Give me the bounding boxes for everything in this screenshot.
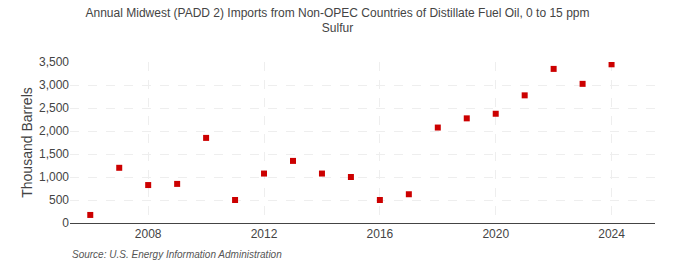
svg-text:2012: 2012 — [251, 227, 278, 241]
svg-text:1,500: 1,500 — [39, 147, 69, 161]
svg-text:Annual Midwest (PADD 2) Import: Annual Midwest (PADD 2) Imports from Non… — [86, 6, 590, 36]
svg-text:3,500: 3,500 — [39, 55, 69, 69]
svg-text:Thousand Barrels: Thousand Barrels — [19, 87, 35, 198]
svg-text:Source: U.S. Energy Informatio: Source: U.S. Energy Information Administ… — [72, 249, 282, 260]
svg-text:2,000: 2,000 — [39, 124, 69, 138]
svg-text:2024: 2024 — [598, 227, 625, 241]
svg-text:2016: 2016 — [367, 227, 394, 241]
svg-text:500: 500 — [49, 193, 69, 207]
svg-text:2020: 2020 — [482, 227, 509, 241]
svg-text:3,000: 3,000 — [39, 78, 69, 92]
svg-text:0: 0 — [62, 216, 69, 230]
svg-text:1,000: 1,000 — [39, 170, 69, 184]
svg-text:2,500: 2,500 — [39, 101, 69, 115]
svg-text:2008: 2008 — [135, 227, 162, 241]
